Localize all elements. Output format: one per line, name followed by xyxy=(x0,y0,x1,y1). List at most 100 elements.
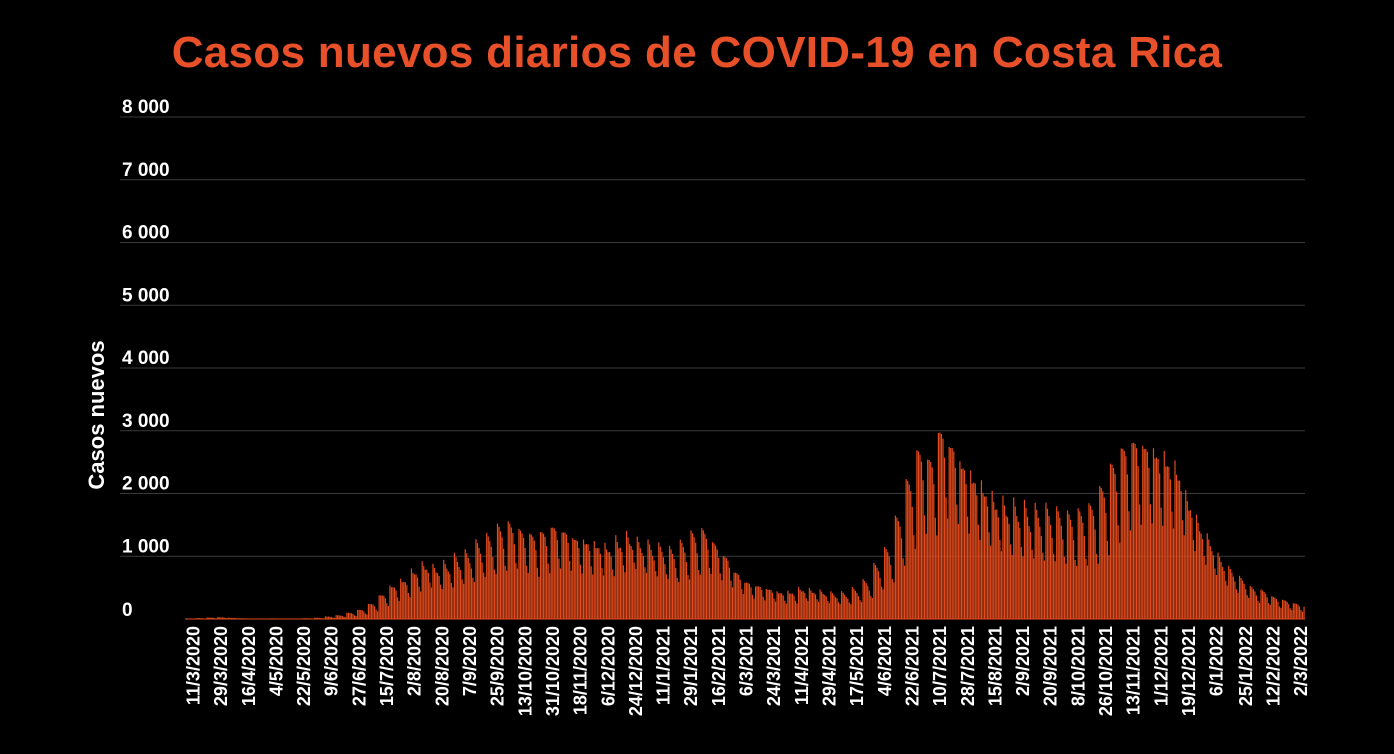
bar xyxy=(440,584,442,619)
bar xyxy=(542,533,545,619)
bar xyxy=(704,533,706,619)
bar xyxy=(1182,520,1184,619)
bar xyxy=(822,594,824,619)
x-tick-label: 16/2/2021 xyxy=(709,626,729,706)
bar xyxy=(638,542,640,619)
bar xyxy=(461,579,463,619)
bar xyxy=(530,534,532,619)
bar xyxy=(596,548,598,619)
bar xyxy=(767,589,769,619)
bar xyxy=(965,484,967,619)
x-tick-label: 29/3/2020 xyxy=(211,626,231,706)
bar xyxy=(546,546,548,619)
bar xyxy=(908,484,910,619)
bar xyxy=(696,553,698,619)
bar xyxy=(1069,519,1072,619)
bar xyxy=(865,583,867,619)
bar xyxy=(338,615,340,619)
bar xyxy=(925,533,927,619)
bar xyxy=(1274,597,1276,619)
bar xyxy=(452,587,454,619)
bar xyxy=(1166,466,1168,619)
bar xyxy=(515,563,517,619)
bar xyxy=(364,613,366,619)
bar xyxy=(920,461,923,619)
bar xyxy=(1229,568,1231,619)
bar xyxy=(1300,609,1302,619)
bar xyxy=(390,587,393,619)
bar xyxy=(724,556,726,619)
bar xyxy=(438,575,440,619)
bar xyxy=(821,591,823,619)
bar xyxy=(814,594,817,619)
bar xyxy=(1286,601,1288,619)
bar xyxy=(841,591,843,619)
bar xyxy=(988,532,990,619)
bar xyxy=(976,495,978,619)
bar xyxy=(914,548,916,619)
bar xyxy=(1228,565,1230,619)
bar xyxy=(953,451,955,619)
bar xyxy=(1109,463,1112,619)
bar xyxy=(360,610,362,619)
bar xyxy=(796,603,798,619)
bar xyxy=(544,536,546,619)
bar xyxy=(817,601,820,619)
bar xyxy=(910,491,912,619)
bar xyxy=(340,615,342,619)
bar xyxy=(848,602,850,619)
bar xyxy=(931,467,933,619)
bar xyxy=(787,590,789,619)
bar xyxy=(692,533,694,619)
bar xyxy=(1212,555,1215,619)
bar xyxy=(352,613,354,619)
bar xyxy=(536,567,539,619)
bar xyxy=(727,560,729,619)
bar xyxy=(967,516,969,619)
bar xyxy=(880,586,883,619)
bar xyxy=(985,496,987,619)
bar xyxy=(475,539,477,619)
bar xyxy=(1134,443,1136,619)
bar xyxy=(1074,560,1076,619)
bar xyxy=(432,563,434,619)
bar xyxy=(699,574,701,619)
bar xyxy=(535,550,537,619)
bar xyxy=(1123,450,1125,619)
bar xyxy=(790,593,792,619)
bar xyxy=(347,612,350,619)
bar xyxy=(1251,587,1253,619)
x-tick-label: 13/11/2021 xyxy=(1124,626,1144,715)
bar xyxy=(507,521,509,619)
bar xyxy=(857,596,860,619)
bar xyxy=(1194,551,1196,619)
bar xyxy=(684,552,686,619)
bar xyxy=(578,548,580,619)
bar xyxy=(375,609,377,619)
bar xyxy=(526,565,528,619)
bar xyxy=(426,569,428,619)
bar xyxy=(481,562,483,619)
bar xyxy=(605,549,608,619)
bar xyxy=(636,536,638,619)
bar xyxy=(1045,502,1047,619)
bar xyxy=(1011,554,1013,619)
bar xyxy=(715,545,717,619)
bar xyxy=(427,572,429,619)
bar xyxy=(853,588,855,619)
bar xyxy=(1292,603,1294,619)
bar xyxy=(784,600,786,619)
bar xyxy=(1271,596,1273,619)
bar xyxy=(1117,525,1119,619)
bar xyxy=(1154,458,1156,619)
bar xyxy=(1031,549,1033,619)
bar xyxy=(736,573,738,619)
bar xyxy=(759,586,761,619)
bar xyxy=(887,552,889,619)
x-tick-label: 17/5/2021 xyxy=(847,626,867,706)
bar xyxy=(962,468,964,619)
y-tick-labels: 0 1 000 2 000 3 000 4 000 5 000 6 000 7 000 8 00… xyxy=(122,97,170,621)
chart-title: Casos nuevos diarios de COVID-19 en Cost… xyxy=(171,28,1223,77)
bar xyxy=(387,606,389,619)
